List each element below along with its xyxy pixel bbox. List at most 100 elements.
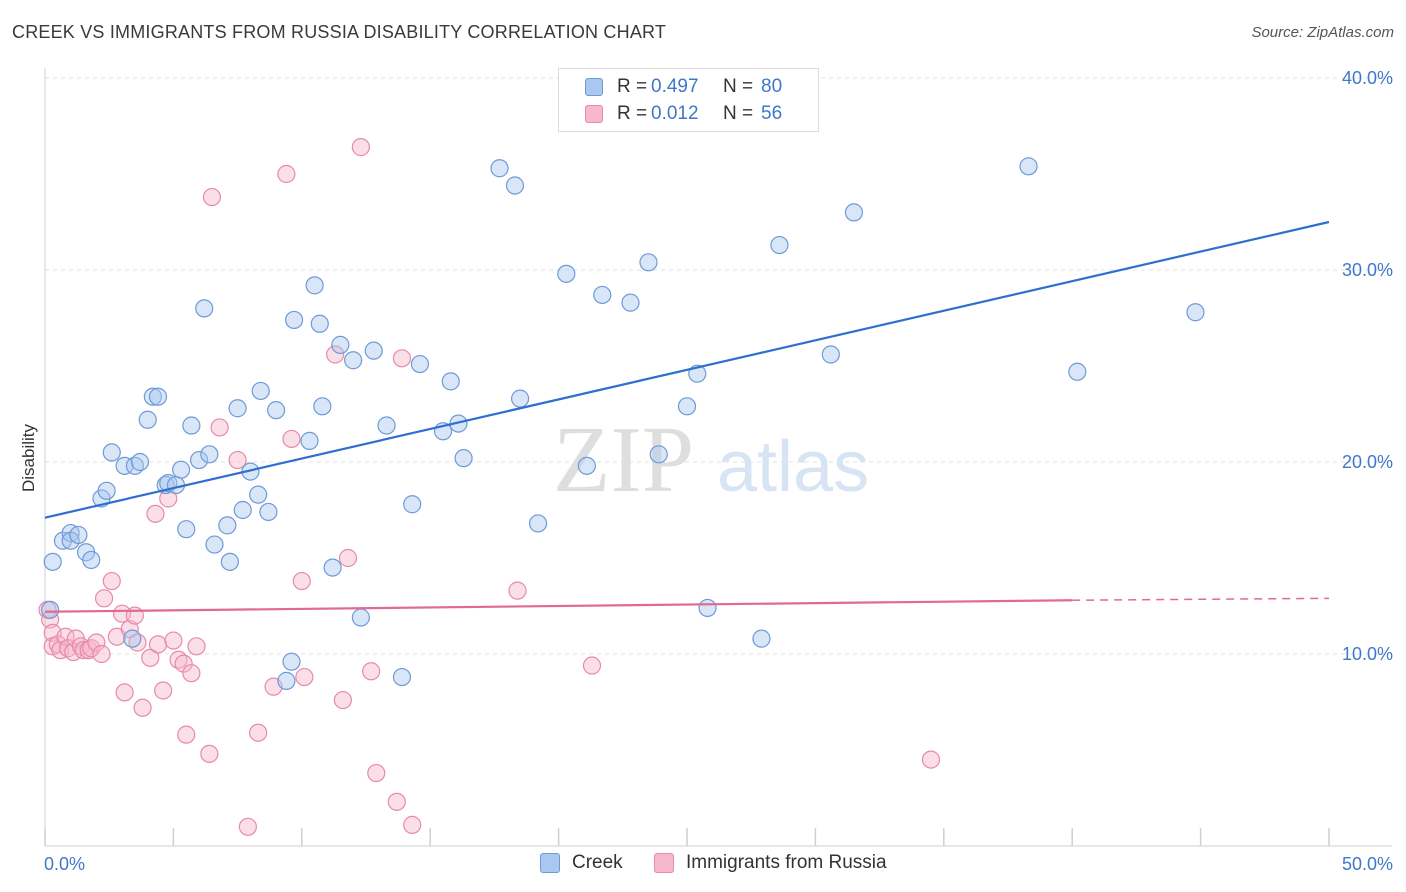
point-immigrants-from-russia (387, 792, 406, 811)
watermark-zip: ZIP (553, 408, 694, 512)
point-creek (205, 535, 224, 554)
watermark: ZIP atlas (553, 408, 869, 512)
point-creek (770, 235, 789, 255)
legend-swatch-russia (585, 105, 603, 123)
bottom-legend-russia: Immigrants from Russia (654, 852, 887, 874)
point-creek (220, 552, 239, 571)
point-creek (195, 299, 214, 318)
point-immigrants-from-russia (148, 635, 168, 654)
point-creek (148, 387, 168, 406)
point-creek (41, 600, 60, 619)
point-immigrants-from-russia (228, 450, 247, 470)
point-creek (441, 372, 460, 391)
point-creek (377, 416, 396, 435)
chart-title: CREEK VS IMMIGRANTS FROM RUSSIA DISABILI… (12, 22, 667, 42)
point-immigrants-from-russia (392, 349, 412, 368)
point-creek (115, 456, 134, 475)
point-creek (138, 410, 157, 429)
legend-r-value: 0.012 (651, 103, 699, 124)
trend-line-creek (44, 220, 1330, 519)
point-creek (305, 276, 324, 295)
source-label: Source: ZipAtlas.com (1251, 24, 1394, 41)
bottom-legend-label-russia: Immigrants from Russia (686, 852, 887, 873)
point-immigrants-from-russia (141, 648, 160, 667)
bottom-legend-creek: Creek (540, 852, 623, 874)
x-tick-label: 0.0% (44, 854, 85, 874)
trend-lines (44, 220, 1330, 613)
point-creek (649, 445, 668, 464)
point-creek (323, 558, 342, 577)
point-immigrants-from-russia (249, 723, 268, 742)
point-immigrants-from-russia (146, 504, 165, 523)
point-immigrants-from-russia (133, 698, 152, 717)
point-creek (621, 293, 640, 312)
x-tick-label: 50.0% (1342, 854, 1393, 874)
legend-n-label: N = (723, 76, 754, 97)
point-creek (267, 401, 286, 420)
y-axis-label: Disability (19, 423, 38, 492)
axes (44, 68, 1392, 847)
point-creek (510, 389, 530, 408)
point-creek (82, 550, 101, 570)
grid-lines (45, 77, 1392, 655)
point-creek (310, 314, 329, 333)
point-creek (282, 652, 301, 671)
point-creek (259, 502, 278, 522)
point-creek (364, 341, 383, 360)
point-creek (505, 176, 525, 195)
point-immigrants-from-russia (282, 429, 301, 449)
point-immigrants-from-russia (508, 581, 527, 600)
point-immigrants-from-russia (177, 725, 196, 744)
point-creek (218, 516, 237, 535)
legend-swatch-creek (585, 78, 603, 96)
point-immigrants-from-russia (182, 664, 201, 683)
point-immigrants-from-russia (164, 631, 183, 650)
legend-r-label: R = (617, 103, 648, 124)
point-immigrants-from-russia (202, 187, 222, 207)
point-immigrants-from-russia (187, 637, 206, 656)
point-immigrants-from-russia (87, 633, 106, 652)
point-creek (251, 381, 270, 401)
point-creek (233, 500, 252, 520)
point-creek (172, 460, 191, 479)
bottom-legend-swatch-creek (540, 853, 560, 873)
legend-r-label: R = (617, 76, 648, 97)
point-immigrants-from-russia (362, 662, 381, 681)
point-immigrants-from-russia (403, 815, 422, 834)
legend: R = 0.497 N = 80 R = 0.012 N = 56 (558, 68, 819, 132)
point-creek (454, 449, 473, 468)
point-immigrants-from-russia (200, 744, 219, 763)
point-creek (528, 514, 548, 533)
point-creek (143, 387, 162, 406)
point-immigrants-from-russia (102, 571, 121, 591)
point-creek (189, 450, 209, 470)
point-immigrants-from-russia (154, 681, 173, 700)
point-immigrants-from-russia (582, 656, 602, 675)
point-immigrants-from-russia (210, 418, 229, 437)
point-immigrants-from-russia (333, 690, 352, 710)
point-immigrants-from-russia (295, 667, 314, 687)
bottom-legend-swatch-russia (654, 853, 674, 873)
point-immigrants-from-russia (174, 654, 193, 673)
point-creek (392, 667, 412, 687)
point-immigrants-from-russia (338, 548, 358, 568)
point-immigrants-from-russia (82, 639, 101, 658)
legend-n-value: 56 (761, 103, 783, 124)
point-creek (1019, 157, 1038, 176)
point-creek (403, 495, 422, 514)
point-immigrants-from-russia (292, 571, 311, 591)
trend-line-immigrants-from-russia (44, 599, 1073, 613)
point-creek (593, 285, 612, 305)
bottom-legend-label-creek: Creek (572, 852, 623, 873)
point-creek (752, 629, 771, 648)
point-creek (200, 445, 219, 464)
point-creek (844, 203, 864, 222)
point-immigrants-from-russia (238, 817, 257, 836)
bottom-legend: Creek Immigrants from Russia (0, 852, 1406, 878)
point-creek (577, 456, 596, 475)
y-tick-label: 10.0% (1342, 644, 1393, 664)
point-creek (639, 253, 658, 272)
point-creek (69, 525, 88, 545)
point-immigrants-from-russia (326, 345, 345, 364)
